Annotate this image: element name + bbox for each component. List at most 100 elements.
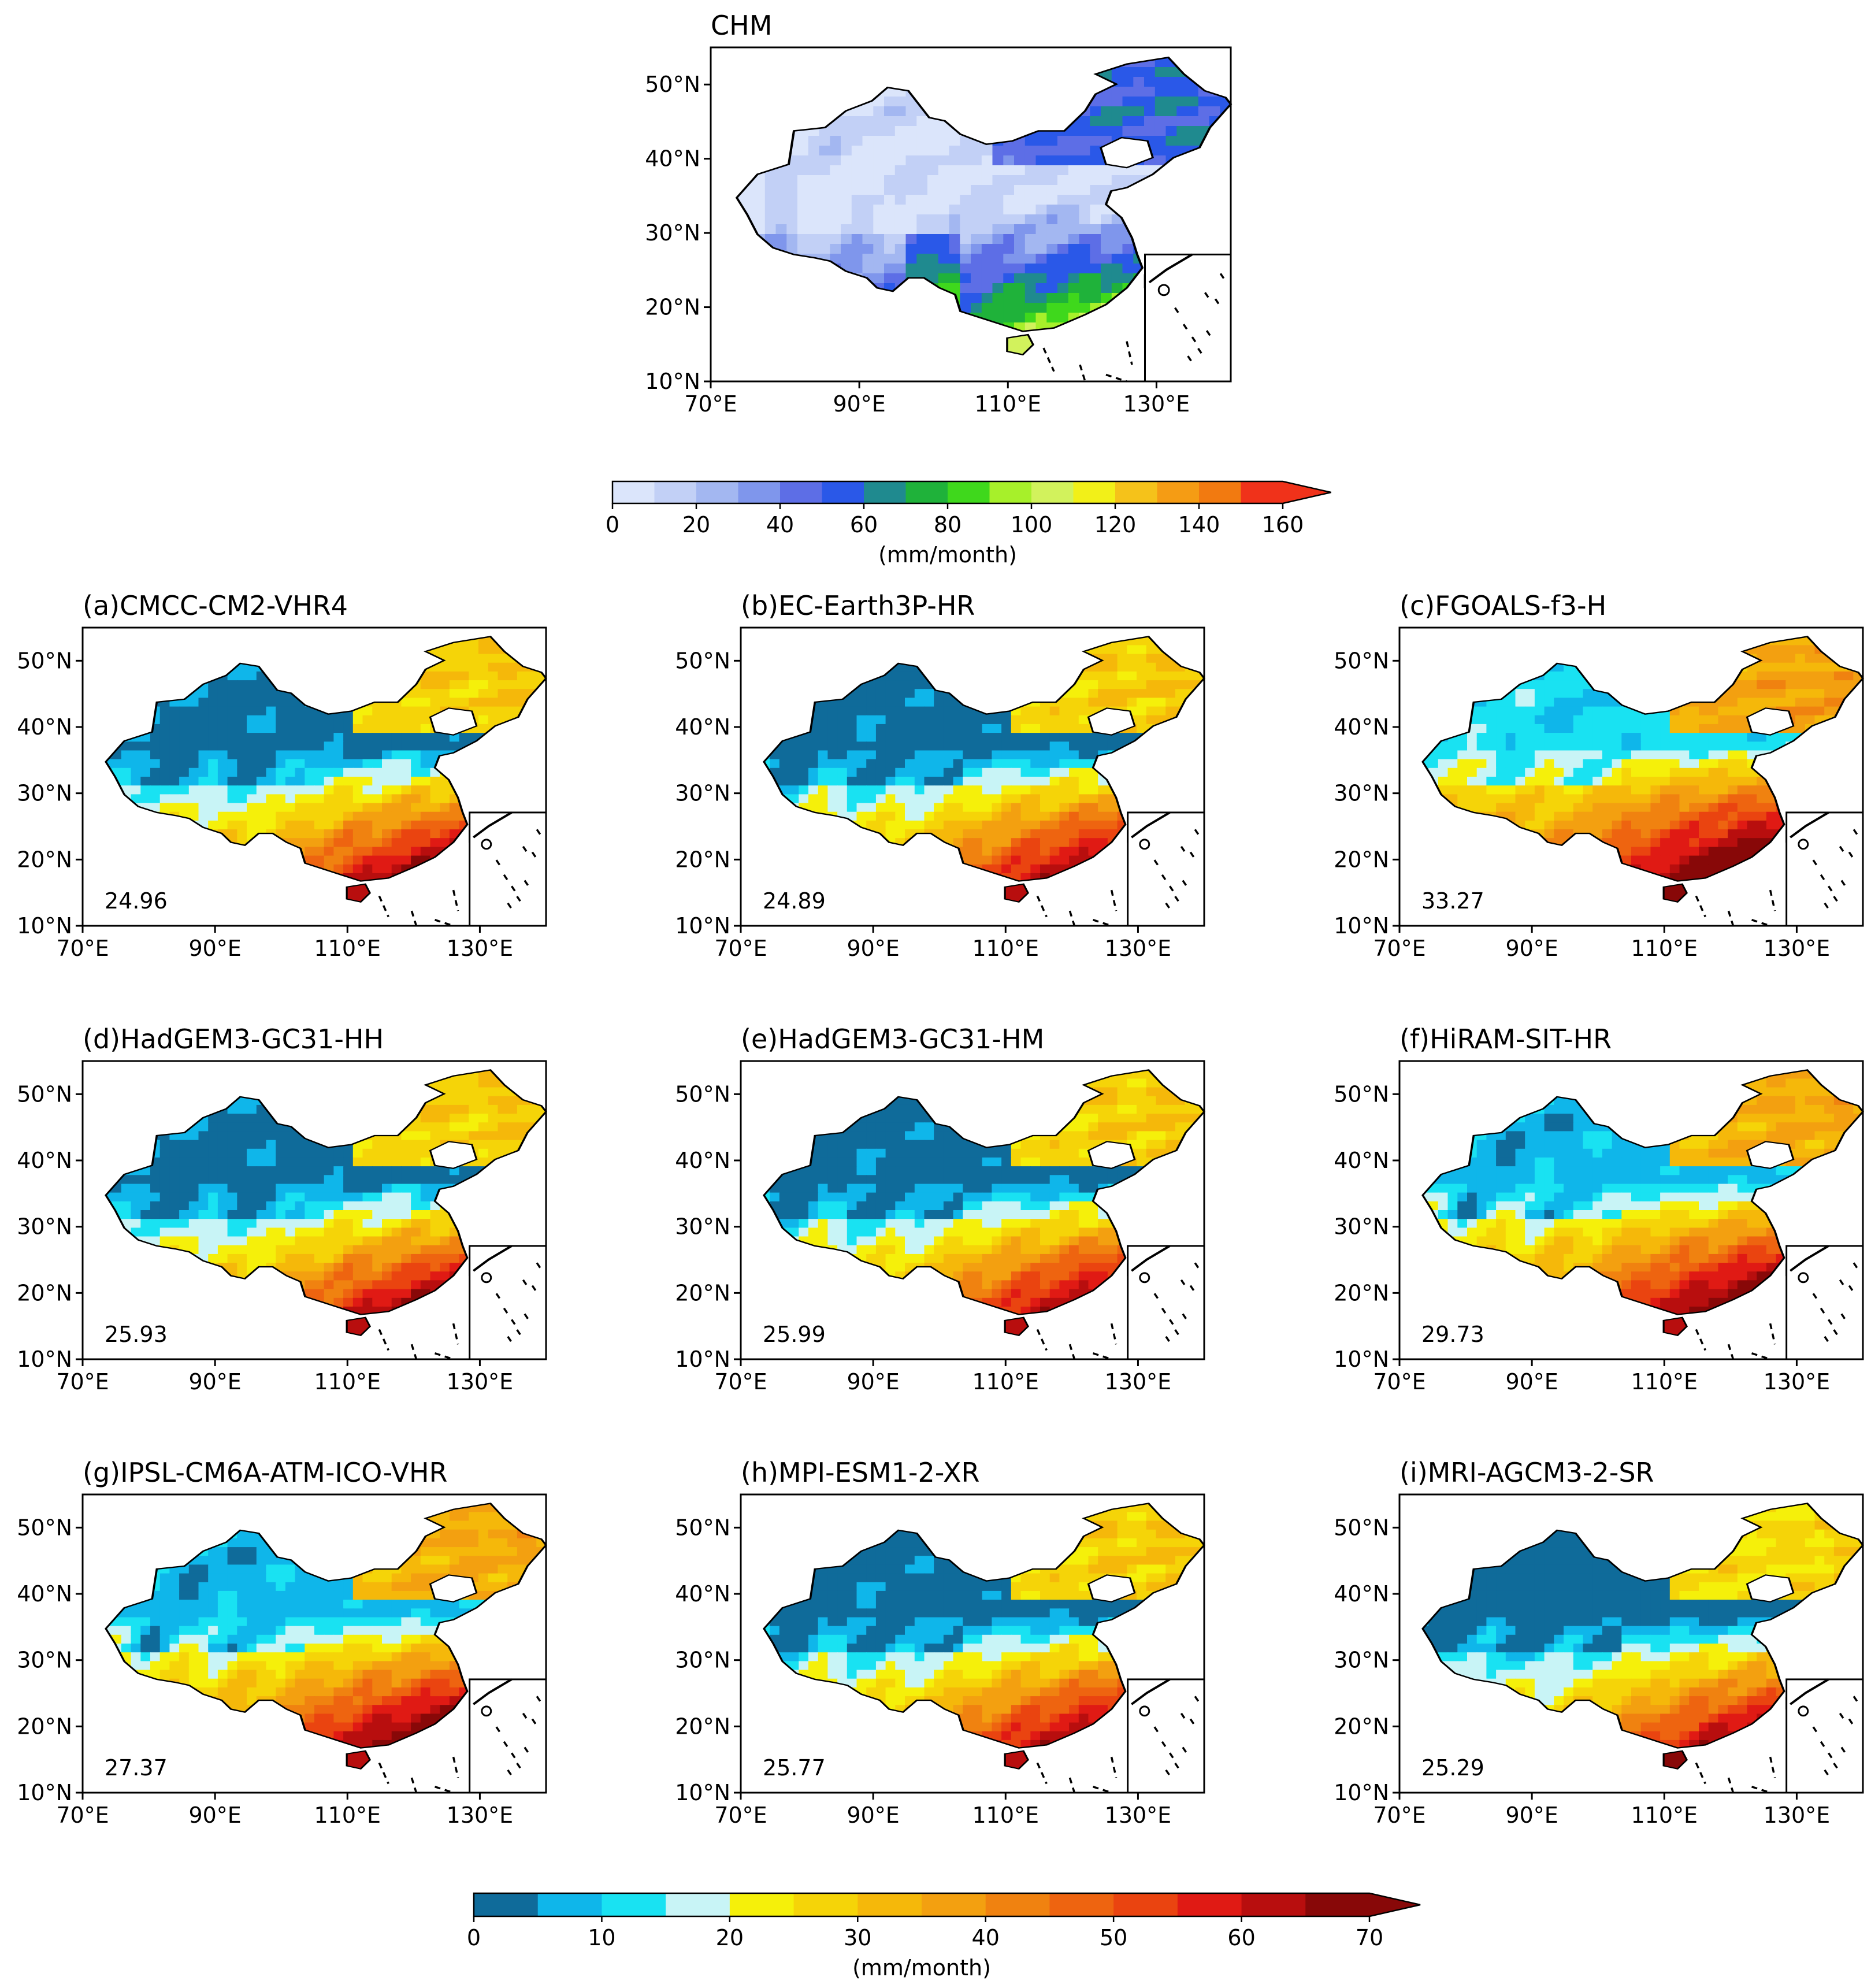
panel-grid-cell	[895, 794, 905, 804]
panel-grid-cell	[391, 706, 402, 716]
panel-grid-cell	[305, 724, 315, 733]
panel-grid-cell	[1088, 689, 1098, 699]
panel-grid-cell	[324, 829, 335, 839]
chm-grid-cell	[1111, 87, 1123, 97]
chm-grid-cell	[927, 165, 939, 176]
chm-grid-cell	[1068, 175, 1080, 186]
chm-grid-cell	[1057, 254, 1069, 264]
panel-grid-cell	[972, 750, 983, 760]
chm-grid-cell	[873, 185, 885, 195]
panel-grid-cell	[159, 715, 170, 725]
panel-grid-cell	[982, 777, 993, 786]
panel-grid-cell	[362, 777, 373, 786]
panel-grid-cell	[208, 820, 218, 830]
chm-colorbar-tick-label: 60	[850, 512, 878, 537]
panel-grid-cell	[924, 689, 934, 699]
chm-grid-cell	[1079, 283, 1091, 294]
chm-grid-cell	[1154, 136, 1167, 146]
panel-grid-cell	[847, 750, 857, 760]
chm-grid-cell	[894, 175, 907, 186]
panel-grid-cell	[875, 794, 886, 804]
chm-colorbar-color-segment	[1199, 481, 1241, 503]
panel-grid-cell	[982, 724, 993, 733]
panel-grid-cell	[1001, 838, 1012, 848]
chm-grid-cell	[1144, 87, 1156, 97]
chm-inset-dash	[1187, 355, 1193, 364]
panel-grid-cell	[1156, 662, 1166, 672]
panel-grid-cell	[1088, 785, 1098, 795]
panel-xtick-label: 70°E	[56, 936, 109, 961]
chm-grid-cell	[916, 126, 928, 136]
chm-grid-cell	[819, 224, 831, 235]
panel-grid-cell	[459, 680, 470, 690]
chm-grid-cell	[938, 136, 950, 146]
panel-grid-cell	[276, 794, 286, 804]
chm-grid-cell	[905, 136, 918, 146]
panel-grid-cell	[420, 680, 431, 690]
panel-grid-cell	[227, 671, 238, 681]
chm-grid-cell	[830, 175, 841, 186]
panel-grid-cell	[885, 767, 896, 777]
panel-grid-cell	[934, 759, 944, 769]
chm-grid-cell	[1035, 273, 1048, 284]
chm-grid-cell	[1187, 126, 1199, 136]
chm-grid-cell	[1090, 106, 1101, 117]
panel-ytick-label: 30°N	[17, 781, 72, 806]
chm-grid-cell	[938, 165, 950, 176]
panel-grid-cell	[837, 794, 848, 804]
chm-grid-cell	[743, 195, 755, 205]
panel-grid-cell	[1011, 855, 1022, 865]
panel-grid-cell	[208, 777, 218, 786]
panel-grid-cell	[314, 838, 325, 848]
chm-grid-cell	[916, 146, 928, 156]
chm-grid-cell	[851, 165, 863, 176]
panel-grid-cell	[217, 750, 228, 760]
panel-grid-cell	[449, 671, 460, 681]
panel-grid-cell	[208, 706, 218, 716]
chm-grid-cell	[873, 254, 885, 264]
panel-grid-cell	[295, 759, 306, 769]
panel-grid-cell	[362, 847, 373, 856]
chm-grid-cell	[764, 214, 777, 225]
chm-grid-cell	[949, 283, 961, 294]
chm-grid-cell	[841, 234, 852, 244]
panel-grid-cell	[217, 706, 228, 716]
chm-grid-cell	[1046, 205, 1058, 215]
panel-grid-cell	[285, 803, 296, 813]
chm-grid-cell	[1111, 244, 1123, 254]
panel-grid-cell	[963, 733, 973, 743]
panel-grid-cell	[382, 759, 392, 769]
panel-grid-cell	[352, 855, 363, 865]
panel-grid-cell	[1069, 715, 1079, 725]
panel-grid-cell	[1107, 698, 1118, 707]
chm-grid-cell	[754, 205, 766, 215]
chm-grid-cell	[851, 185, 863, 195]
panel-grid-cell	[982, 785, 993, 795]
panel-grid-cell	[827, 777, 838, 786]
chm-grid-cell	[971, 195, 982, 205]
chm-grid-cell	[1046, 185, 1058, 195]
chm-grid-cell	[960, 165, 971, 176]
panel-grid-cell	[1137, 706, 1147, 716]
panel-grid-cell	[1030, 767, 1041, 777]
chm-grid-cell	[1046, 136, 1058, 146]
panel-grid-cell	[972, 785, 983, 795]
panel-grid-cell	[1020, 820, 1031, 830]
panel-grid-cell	[449, 820, 460, 830]
panel-grid-cell	[943, 724, 954, 733]
chm-grid-cell	[1003, 214, 1015, 225]
panel-grid-cell	[449, 680, 460, 690]
chm-grid-cell	[1024, 254, 1037, 264]
chm-grid-cell	[851, 146, 863, 156]
chm-colorbar-unit-label: (mm/month)	[878, 542, 1017, 568]
panel-grid-cell	[1137, 715, 1147, 725]
panel-grid-cell	[227, 715, 238, 725]
panel-grid-cell	[382, 706, 392, 716]
panel-grid-cell	[866, 777, 877, 786]
panel-grid-cell	[1011, 864, 1022, 874]
panel-grid-cell	[1098, 689, 1108, 699]
panel-grid-cell	[131, 777, 141, 786]
chm-grid-cell	[862, 205, 874, 215]
chm-grid-cell	[894, 97, 907, 107]
